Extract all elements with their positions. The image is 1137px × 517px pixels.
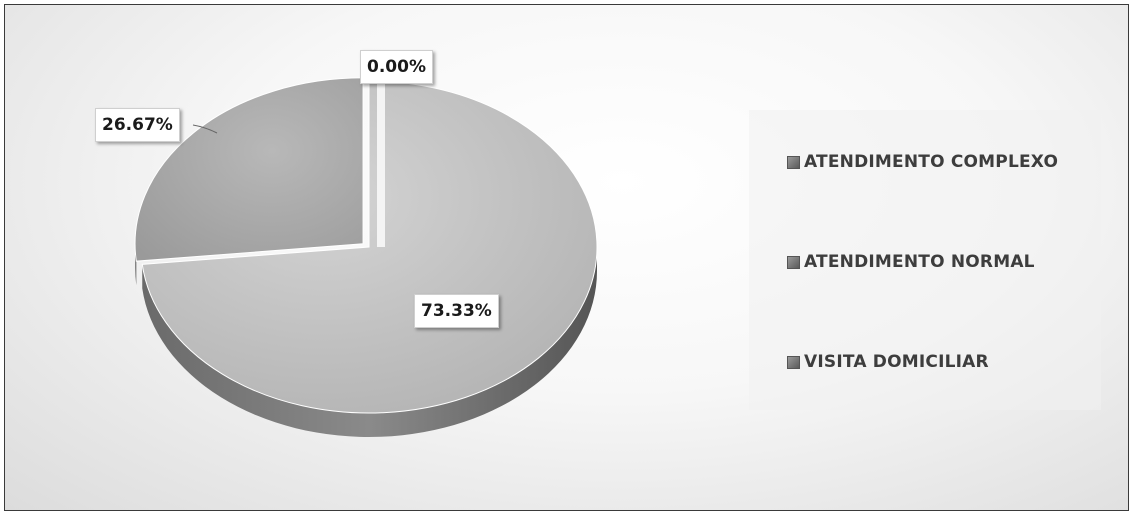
data-label-atendimento-normal: 26.67% <box>95 108 180 142</box>
pie-slice-atendimento-normal <box>134 77 364 262</box>
legend-label: ATENDIMENTO NORMAL <box>804 252 1035 272</box>
chart-area: ATENDIMENTO COMPLEXO ATENDIMENTO NORMAL … <box>4 4 1129 511</box>
pie-slice-zero-gap <box>377 77 385 247</box>
legend-entry-visita-domiciliar: VISITA DOMICILIAR <box>787 352 989 372</box>
legend-label: VISITA DOMICILIAR <box>804 352 989 372</box>
legend-entry-atendimento-normal: ATENDIMENTO NORMAL <box>787 252 1035 272</box>
leader-line <box>192 124 218 134</box>
legend-swatch <box>787 155 800 169</box>
pie-slice-visita-domiciliar <box>141 80 598 414</box>
data-label-atendimento-complexo: 0.00% <box>360 50 433 84</box>
data-label-visita-domiciliar: 73.33% <box>414 294 499 328</box>
legend-label: ATENDIMENTO COMPLEXO <box>804 152 1059 172</box>
pie-chart <box>134 77 598 438</box>
legend-swatch <box>787 355 800 369</box>
legend-swatch <box>787 255 800 269</box>
legend: ATENDIMENTO COMPLEXO ATENDIMENTO NORMAL … <box>749 110 1101 410</box>
legend-entry-atendimento-complexo: ATENDIMENTO COMPLEXO <box>787 152 1058 172</box>
